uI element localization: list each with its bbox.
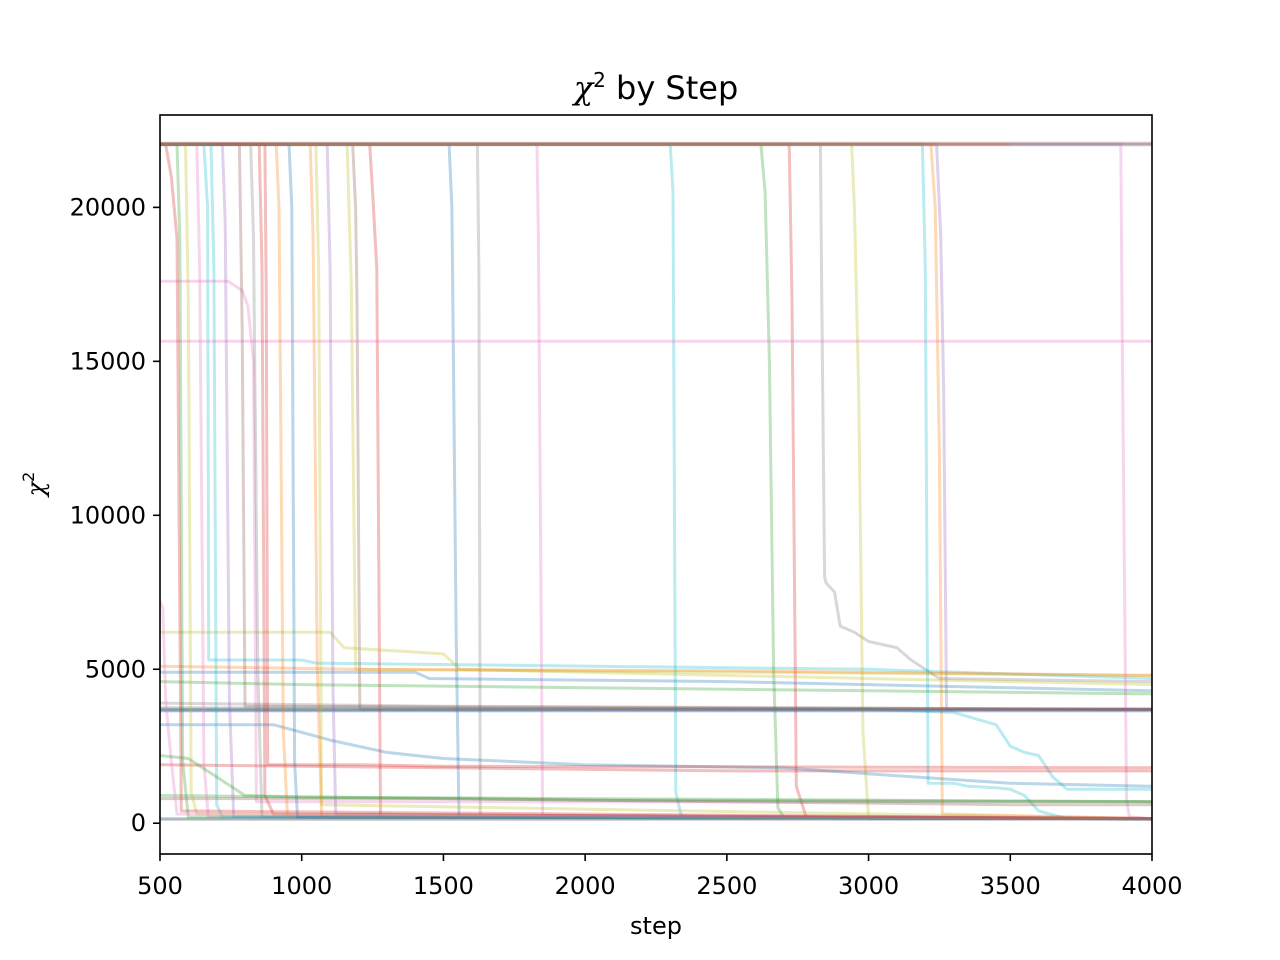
series-line xyxy=(160,723,1152,788)
series-line xyxy=(160,142,1152,821)
series-line xyxy=(160,142,1152,821)
series-line xyxy=(160,279,1152,804)
x-tick-label: 2000 xyxy=(555,872,616,900)
x-tick-label: 4000 xyxy=(1121,872,1182,900)
series-line xyxy=(160,142,1152,821)
series-line xyxy=(160,142,1152,821)
y-tick-label: 0 xyxy=(131,809,146,837)
series-line xyxy=(160,142,1152,821)
y-tick-label: 10000 xyxy=(70,501,146,529)
series-line xyxy=(160,142,1152,821)
series-line xyxy=(160,680,1152,696)
series-line xyxy=(160,794,1152,804)
series-line xyxy=(160,142,1152,821)
series-line xyxy=(160,142,1152,711)
series-line xyxy=(160,670,1152,693)
y-tick-label: 5000 xyxy=(85,655,146,683)
x-tick-label: 3500 xyxy=(980,872,1041,900)
series-line xyxy=(160,754,1152,804)
series-line xyxy=(160,701,1152,711)
y-tick-label: 20000 xyxy=(70,193,146,221)
y-axis-label: χ2 xyxy=(19,472,50,499)
series-line xyxy=(160,142,1152,821)
series-line xyxy=(160,630,1152,687)
chart-title: χ2 by Step xyxy=(572,68,739,107)
series-line xyxy=(160,763,1152,773)
y-tick-label: 15000 xyxy=(70,347,146,375)
plot-frame xyxy=(159,114,1153,855)
series-line xyxy=(160,142,1152,821)
x-tick-label: 500 xyxy=(137,872,183,900)
series-line xyxy=(160,142,1152,821)
series-layer xyxy=(160,141,1152,821)
x-axis: 500 1000 1500 2000 2500 3000 3500 4000 xyxy=(137,854,1183,900)
series-line xyxy=(160,142,1152,821)
series-line xyxy=(160,664,1152,677)
series-line xyxy=(160,706,1152,711)
series-line xyxy=(160,142,1152,821)
series-line xyxy=(160,142,1152,821)
series-line xyxy=(160,142,1152,821)
x-axis-label: step xyxy=(630,912,682,940)
series-line xyxy=(160,142,1152,821)
series-line xyxy=(160,142,1152,821)
series-line xyxy=(160,797,1152,807)
series-line xyxy=(160,142,1152,711)
series-line xyxy=(160,142,1152,821)
x-tick-label: 1500 xyxy=(413,872,474,900)
series-line xyxy=(160,142,1152,821)
series-line xyxy=(160,142,1152,677)
y-axis: 0 5000 10000 15000 20000 xyxy=(70,193,160,837)
series-line xyxy=(160,142,1152,821)
series-line xyxy=(160,600,1152,821)
series-line xyxy=(160,142,1152,821)
series-line xyxy=(160,142,1152,680)
series-line xyxy=(160,142,1152,821)
series-line xyxy=(160,142,1152,711)
series-line xyxy=(160,142,1152,821)
x-tick-label: 1000 xyxy=(271,872,332,900)
series-line xyxy=(160,142,1152,821)
series-line xyxy=(160,142,1152,684)
x-tick-label: 3000 xyxy=(838,872,899,900)
x-tick-label: 2500 xyxy=(696,872,757,900)
series-line xyxy=(160,142,1152,821)
series-line xyxy=(160,707,1152,791)
series-line xyxy=(160,142,1152,770)
